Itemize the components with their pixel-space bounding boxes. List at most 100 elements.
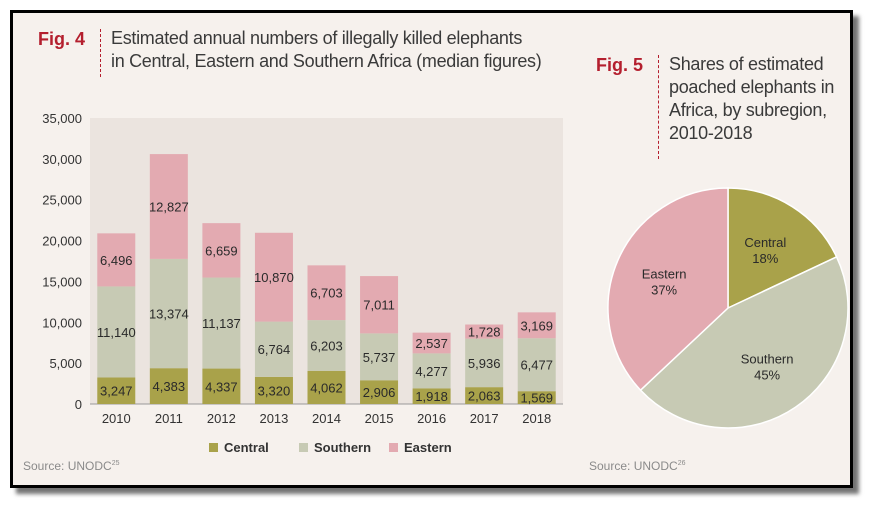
- fig4-source-text: Source: UNODC: [23, 459, 112, 473]
- x-tick-label: 2017: [470, 411, 499, 426]
- data-label-central: 4,383: [153, 379, 186, 394]
- pie-label-value-southern: 45%: [754, 368, 780, 383]
- data-label-southern: 5,936: [468, 356, 501, 371]
- data-label-southern: 4,277: [415, 364, 448, 379]
- legend-swatch-eastern: [389, 443, 398, 452]
- data-label-eastern: 6,703: [310, 286, 343, 301]
- fig4-title-line2: in Central, Eastern and Southern Africa …: [111, 51, 542, 71]
- pie-label-name-central: Central: [744, 235, 786, 250]
- bar-central: [517, 391, 556, 404]
- fig4-label: Fig. 4: [38, 29, 86, 49]
- fig5-source-note: 26: [677, 460, 686, 467]
- data-label-southern: 13,374: [149, 307, 189, 322]
- y-tick-label: 20,000: [42, 234, 82, 249]
- pie-slice-central: [727, 187, 838, 310]
- y-tick-label: 25,000: [42, 193, 82, 208]
- x-tick-label: 2012: [207, 411, 236, 426]
- legend-swatch-central: [209, 443, 218, 452]
- data-label-eastern: 6,659: [205, 243, 238, 258]
- y-tick-label: 5,000: [49, 356, 82, 371]
- fig5-source-text: Source: UNODC: [589, 459, 678, 473]
- data-label-central: 3,320: [258, 383, 291, 398]
- bar-southern: [307, 320, 346, 371]
- fig4-divider: [100, 29, 101, 77]
- data-label-southern: 6,764: [258, 342, 291, 357]
- bar-eastern: [202, 223, 241, 278]
- data-label-southern: 5,737: [363, 350, 396, 365]
- data-label-eastern: 12,827: [149, 199, 189, 214]
- data-label-eastern: 6,496: [100, 253, 133, 268]
- bar-central: [254, 376, 293, 404]
- data-label-eastern: 2,537: [415, 336, 448, 351]
- bar-southern: [97, 286, 136, 378]
- fig5-title: Shares of estimated poached elephants in…: [669, 53, 834, 145]
- fig5-source: Source: UNODC26: [589, 459, 685, 473]
- pie-slice-eastern: [607, 187, 729, 392]
- y-tick-label: 10,000: [42, 315, 82, 330]
- bar-eastern: [97, 233, 136, 287]
- data-label-eastern: 10,870: [254, 270, 294, 285]
- bar-southern: [465, 338, 504, 388]
- bar-eastern: [412, 332, 451, 354]
- data-label-central: 4,337: [205, 379, 238, 394]
- data-label-eastern: 3,169: [520, 318, 553, 333]
- bar-central: [465, 387, 504, 404]
- bar-central: [149, 368, 188, 404]
- x-tick-label: 2014: [312, 411, 341, 426]
- bar-eastern: [149, 154, 188, 259]
- fig5-title-line2: poached elephants in: [669, 77, 835, 97]
- pie-label-name-eastern: Eastern: [642, 266, 687, 281]
- fig5-divider: [658, 55, 659, 159]
- data-label-eastern: 1,728: [468, 325, 501, 340]
- data-label-eastern: 7,011: [363, 298, 395, 313]
- y-tick-label: 0: [75, 397, 82, 412]
- fig5-title-line3: Africa, by subregion,: [669, 100, 827, 120]
- data-label-southern: 6,203: [310, 338, 343, 353]
- data-label-southern: 6,477: [520, 358, 553, 373]
- bar-southern: [149, 258, 188, 369]
- legend: Central Southern Eastern: [209, 440, 452, 455]
- bar-eastern: [360, 276, 399, 334]
- fig4-title: Estimated annual numbers of illegally ki…: [111, 27, 542, 73]
- x-tick-label: 2011: [155, 411, 183, 426]
- bar-eastern: [307, 265, 346, 321]
- bar-eastern: [517, 312, 556, 339]
- data-label-central: 1,918: [415, 389, 448, 404]
- y-axis: 0 5,000 10,000 15,000 20,000 25,000 30,000 35,0…: [42, 111, 563, 412]
- data-label-southern: 11,140: [97, 325, 136, 340]
- x-tick-label: 2018: [522, 411, 551, 426]
- legend-label-southern: Southern: [314, 440, 371, 455]
- fig5-title-line4: 2010-2018: [669, 123, 753, 143]
- data-label-central: 2,906: [363, 385, 396, 400]
- x-tick-label: 2015: [365, 411, 394, 426]
- y-tick-label: 15,000: [42, 274, 82, 289]
- pie-slices: [607, 187, 849, 429]
- pie-label-value-central: 18%: [752, 251, 778, 266]
- bar-central: [202, 368, 241, 404]
- fig4-source: Source: UNODC25: [23, 459, 119, 473]
- fig4-stacked-bar-chart: 0 5,000 10,000 15,000 20,000 25,000 30,000 35,0…: [42, 111, 563, 455]
- bar-eastern: [465, 324, 504, 339]
- bar-central: [307, 370, 346, 404]
- fig4-source-note: 25: [111, 460, 120, 467]
- x-tick-label: 2013: [259, 411, 288, 426]
- data-label-central: 2,063: [468, 389, 501, 404]
- legend-label-eastern: Eastern: [404, 440, 452, 455]
- pie-label-name-southern: Southern: [741, 352, 794, 367]
- data-label-central: 1,569: [520, 391, 553, 406]
- x-tick-label: 2016: [417, 411, 446, 426]
- bar-central: [360, 380, 399, 404]
- data-label-central: 3,247: [100, 384, 133, 399]
- data-label-central: 4,062: [310, 380, 343, 395]
- bar-central: [97, 377, 136, 404]
- pie-slice-southern: [639, 255, 849, 429]
- x-axis: 2010 2011 2012 2013 2014 2015 2016 2017 2018: [102, 411, 551, 426]
- bar-southern: [360, 333, 399, 381]
- y-tick-label: 30,000: [42, 152, 82, 167]
- bar-southern: [254, 321, 293, 377]
- bar-southern: [412, 353, 451, 389]
- bar-southern: [517, 338, 556, 392]
- bar-southern: [202, 277, 241, 369]
